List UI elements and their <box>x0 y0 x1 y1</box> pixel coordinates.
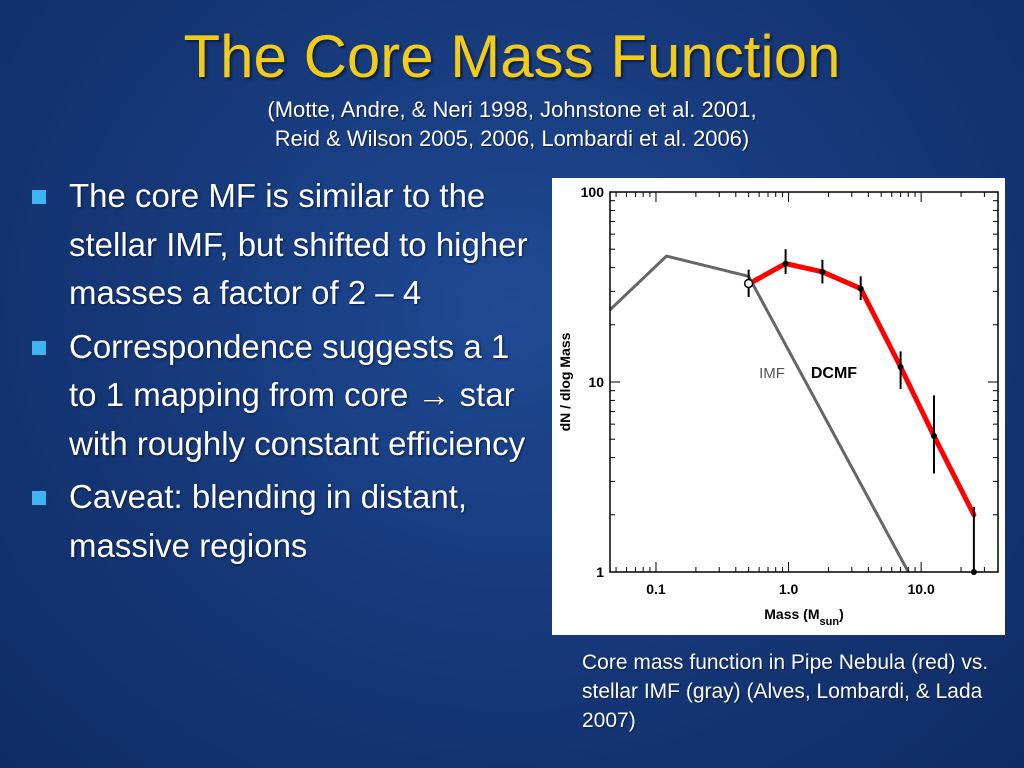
dcmf-annotation: DCMF <box>811 365 857 382</box>
open-data-point <box>743 278 754 289</box>
square-bullet-icon <box>32 340 46 355</box>
y-tick-label: 10 <box>588 374 604 390</box>
series-line-dcmf <box>751 261 977 518</box>
chart-frame: 0.1 1.0 10.0 1 10 100 Mass (Msun) dN / dlog Mas… <box>552 178 1005 635</box>
x-tick-label: 0.1 <box>646 581 666 597</box>
data-point <box>819 268 826 275</box>
core-mass-function-chart: 0.1 1.0 10.0 1 10 100 Mass (Msun) dN / dlog Mas… <box>557 184 999 628</box>
reference-line-1: (Motte, Andre, & Neri 1998, Johnstone et… <box>267 97 757 122</box>
y-tick-label: 100 <box>581 184 605 200</box>
data-point <box>857 285 864 292</box>
bullet-item-2: Correspondence suggests a 1 to 1 mapping… <box>32 323 532 469</box>
imf-annotation: IMF <box>759 365 785 382</box>
reference-line-2: Reid & Wilson 2005, 2006, Lombardi et al… <box>274 126 750 151</box>
bullet-item-3: Caveat: blending in distant, massive reg… <box>32 473 532 570</box>
x-axis-label: Mass (Msun) <box>764 606 843 628</box>
data-point <box>782 260 789 267</box>
slide-title: The Core Mass Function <box>183 23 841 90</box>
bullet-text-3: Caveat: blending in distant, massive reg… <box>69 478 468 564</box>
y-axis-label: dN / dlog Mass <box>557 332 573 431</box>
square-bullet-icon <box>32 190 46 204</box>
x-tick-label: 1.0 <box>779 581 799 597</box>
series-line-imf <box>610 254 910 572</box>
bullet-text-2: Correspondence suggests a 1 to 1 mapping… <box>69 327 526 462</box>
bullet-list: The core MF is similar to the stellar IM… <box>32 172 532 575</box>
data-point <box>930 432 937 439</box>
x-tick-label: 10.0 <box>908 581 935 597</box>
square-bullet-icon <box>32 491 46 505</box>
references: (Motte, Andre, & Neri 1998, Johnstone et… <box>0 95 1024 153</box>
bullet-item-1: The core MF is similar to the stellar IM… <box>32 172 532 318</box>
y-tick-label: 1 <box>596 564 604 580</box>
figure-caption: Core mass function in Pipe Nebula (red) … <box>582 651 989 732</box>
data-point <box>897 363 904 370</box>
bullet-text-1: The core MF is similar to the stellar IM… <box>69 177 528 311</box>
